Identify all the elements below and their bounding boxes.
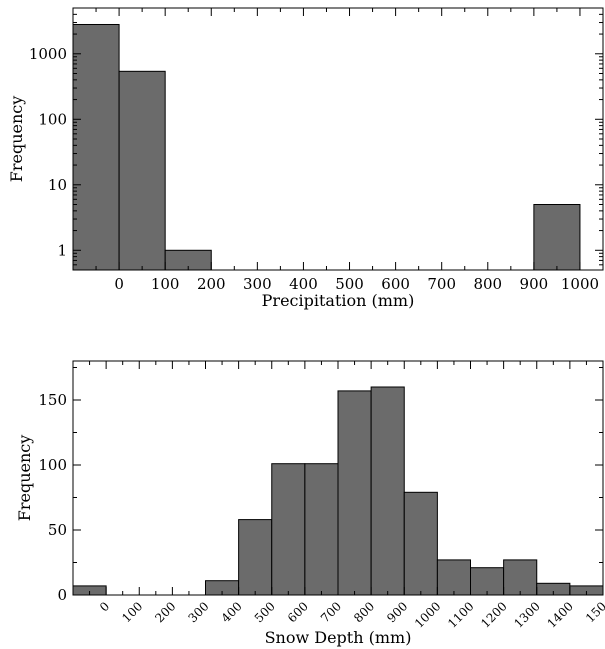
snow-depth-x-tick-label-0: 0 xyxy=(97,599,112,614)
snow-depth-x-tick-label-13: 1300 xyxy=(511,599,542,630)
snow-depth-x-axis-label: Snow Depth (mm) xyxy=(265,628,412,647)
precipitation-x-tick-label-6: 600 xyxy=(381,275,410,293)
precipitation-x-tick-label-5: 500 xyxy=(335,275,364,293)
snow-depth-bars xyxy=(72,386,604,596)
precipitation-bar-3 xyxy=(533,204,581,271)
precipitation-axes: 0 100 200 300 400 500 600 700 800 900 1000 1 10 100 10… xyxy=(29,7,604,293)
snow-depth-x-tick-label-7: 700 xyxy=(318,599,344,625)
precipitation-x-tick-label-7: 700 xyxy=(427,275,456,293)
precipitation-x-tick-label-8: 800 xyxy=(473,275,502,293)
precipitation-x-tick-label-1: 100 xyxy=(151,275,180,293)
snow-depth-histogram: 0 100 200 300 400 500 600 700 800 900 1000 1100 1200… xyxy=(15,360,605,647)
snow-depth-x-tick-label-2: 200 xyxy=(152,599,178,625)
snow-depth-bar-7 xyxy=(304,463,339,596)
snow-depth-bar-6 xyxy=(271,463,306,596)
snow-depth-bar-11 xyxy=(436,559,471,596)
snow-depth-x-tick-label-10: 1000 xyxy=(412,599,443,630)
precipitation-x-tick-label-4: 400 xyxy=(289,275,318,293)
snow-depth-bar-10 xyxy=(403,491,438,596)
snow-depth-y-tick-label-1: 50 xyxy=(48,521,67,539)
snow-depth-x-tick-label-1: 100 xyxy=(119,599,145,625)
snow-depth-x-tick-label-12: 1200 xyxy=(478,599,509,630)
snow-depth-y-tick-label-3: 150 xyxy=(38,391,67,409)
snow-depth-x-tick-label-5: 500 xyxy=(252,599,278,625)
precipitation-bar-1 xyxy=(118,70,166,271)
precipitation-y-tick-label-1: 10 xyxy=(48,176,67,194)
snow-depth-x-tick-label-9: 900 xyxy=(384,599,410,625)
snow-depth-x-tick-label-11: 1100 xyxy=(445,599,476,630)
snow-depth-y-tick-label-2: 100 xyxy=(38,456,67,474)
snow-depth-x-tick-label-6: 600 xyxy=(285,599,311,625)
snow-depth-x-tick-label-15: 150 xyxy=(583,599,605,625)
precipitation-y-axis-label: Frequency xyxy=(7,96,26,183)
precipitation-y-tick-label-0: 1 xyxy=(57,241,67,259)
snow-depth-bar-12 xyxy=(470,567,505,596)
precipitation-x-tick-label-0: 0 xyxy=(114,275,124,293)
precipitation-bars xyxy=(72,23,581,271)
snow-depth-y-tick-label-0: 0 xyxy=(57,586,67,604)
precipitation-x-tick-label-3: 300 xyxy=(243,275,272,293)
precipitation-x-tick-label-2: 200 xyxy=(197,275,226,293)
snow-depth-bar-9 xyxy=(370,386,405,596)
snow-depth-x-tick-label-14: 1400 xyxy=(544,599,575,630)
snow-depth-bar-13 xyxy=(503,559,538,596)
precipitation-x-tick-label-9: 900 xyxy=(520,275,549,293)
snow-depth-bar-5 xyxy=(238,519,273,596)
snow-depth-x-tick-label-8: 800 xyxy=(351,599,377,625)
snow-depth-y-axis-label: Frequency xyxy=(15,435,34,522)
precipitation-bar-0 xyxy=(72,23,120,271)
snow-depth-x-tick-label-4: 400 xyxy=(219,599,245,625)
snow-depth-bar-8 xyxy=(337,390,372,596)
snow-depth-x-tick-label-3: 300 xyxy=(186,599,212,625)
precipitation-x-tick-label-10: 1000 xyxy=(561,275,599,293)
precipitation-y-tick-label-3: 1000 xyxy=(29,45,67,63)
precipitation-histogram: 0 100 200 300 400 500 600 700 800 900 1000 1 10 100 10… xyxy=(7,7,604,310)
precipitation-y-tick-label-2: 100 xyxy=(38,110,67,128)
precipitation-x-axis-label: Precipitation (mm) xyxy=(262,291,415,310)
